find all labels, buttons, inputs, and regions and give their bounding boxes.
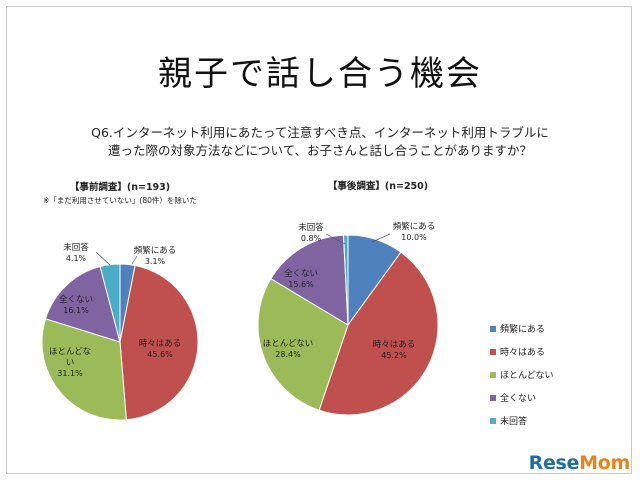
question-line-1: Q6.インターネット利用にあたって注意すべき点、インターネット利用トラブルに (91, 125, 549, 140)
pre-survey-label-value: 31.1% (57, 369, 83, 378)
page-title: 親子で話し合う機会 (158, 54, 482, 94)
pre-survey-label-category: 未回答 (63, 242, 89, 253)
post-survey-label-value: 15.6% (288, 280, 314, 289)
question-line-2: 遭った際の対象方法などについて、お子さんと話し合うことがありますか？ (107, 143, 532, 158)
legend-label: 時々はある (500, 347, 545, 358)
post-survey-label-value: 45.2% (381, 351, 407, 360)
pre-survey-label-value: 3.1% (145, 257, 166, 266)
post-survey-label-value: 28.4% (275, 350, 301, 359)
post-survey-label-category: 頻繁にある (393, 221, 436, 232)
post-survey-label-category: 全くない (284, 268, 318, 279)
question-text: Q6.インターネット利用にあたって注意すべき点、インターネット利用トラブルに 遭… (0, 124, 640, 160)
pre-survey-slice-3 (41, 318, 127, 421)
legend-label: 全くない (500, 392, 536, 404)
legend-label: 頻繁にある (500, 323, 545, 335)
legend-swatch (490, 326, 496, 332)
pre-survey-label-value: 45.6% (147, 350, 173, 359)
pre-survey-label-category: 全くない (59, 294, 93, 305)
post-survey-label-category: ほとんどない (263, 339, 314, 349)
post-survey-slice-4 (270, 234, 349, 326)
legend-swatch (490, 395, 496, 401)
post-survey-title: 【事後調査】(n=250) (328, 180, 428, 192)
pre-survey-title: 【事前調査】(n=193) (70, 181, 170, 193)
post-survey-label-value: 10.0% (401, 233, 427, 242)
post-survey-label-category: 未回答 (298, 222, 324, 233)
post-survey-label-value: 0.8% (301, 234, 322, 243)
pre-survey-label-value: 16.1% (63, 306, 89, 315)
post-survey-label-category: 時々はある (373, 340, 416, 350)
resemom-logo: ReseMom (528, 452, 631, 474)
pre-survey-slice-4 (44, 265, 121, 343)
legend-label: 未回答 (500, 415, 527, 427)
legend-swatch (490, 418, 496, 424)
pre-survey-label-category: ほとんどな (49, 347, 91, 357)
legend-swatch (490, 372, 496, 378)
pre-survey-label-category: い (66, 358, 75, 368)
pre-survey-label-category: 頻繁にある (134, 245, 177, 256)
post-survey-slice-2 (318, 251, 439, 416)
pre-survey-label-category: 時々はある (139, 339, 182, 349)
pre-survey-label-value: 4.1% (66, 254, 87, 263)
legend-label: ほとんどない (500, 370, 554, 381)
post-survey-slice-5 (342, 234, 349, 326)
pre-survey-note: ※「まだ利用させていない」(80件）を除いた (43, 195, 197, 205)
legend-swatch (490, 349, 496, 355)
pre-survey-slice-2 (119, 264, 199, 421)
